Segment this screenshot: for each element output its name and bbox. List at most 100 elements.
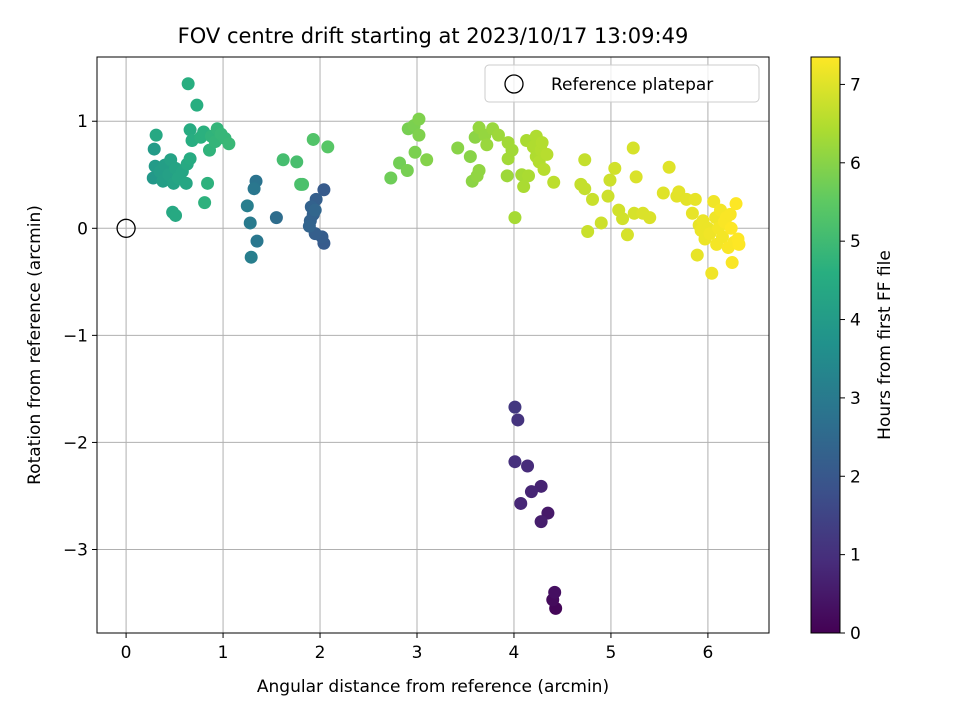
- data-point: [420, 153, 434, 167]
- data-point: [616, 212, 630, 226]
- x-tick-label: 1: [218, 643, 229, 663]
- data-point: [500, 169, 514, 183]
- data-point: [626, 141, 640, 155]
- data-point: [629, 170, 643, 184]
- data-point: [535, 136, 549, 150]
- y-tick-label: 1: [77, 112, 88, 132]
- data-point: [603, 173, 617, 187]
- chart-title: FOV centre drift starting at 2023/10/17 …: [178, 24, 689, 48]
- x-axis-label: Angular distance from reference (arcmin): [257, 677, 609, 697]
- data-point: [183, 152, 197, 166]
- colorbar-tick-label: 0: [850, 624, 861, 644]
- x-tick-label: 2: [315, 643, 326, 663]
- data-point: [412, 128, 426, 142]
- data-point: [179, 176, 193, 190]
- data-point: [508, 211, 522, 225]
- data-point: [384, 171, 398, 185]
- x-tick-label: 3: [412, 643, 423, 663]
- plot-frame: [96, 56, 770, 634]
- data-point: [321, 140, 335, 154]
- data-point: [537, 162, 551, 176]
- data-point: [247, 182, 261, 196]
- data-point: [463, 150, 477, 164]
- x-tick-label: 5: [606, 643, 617, 663]
- data-point: [149, 128, 163, 142]
- data-point: [491, 128, 505, 142]
- legend: Reference platepar: [484, 64, 760, 103]
- data-point: [548, 585, 562, 599]
- data-point: [408, 145, 422, 159]
- data-point: [201, 176, 215, 190]
- data-point: [578, 182, 592, 196]
- data-point: [147, 142, 161, 156]
- colorbar-tick-label: 5: [850, 232, 861, 252]
- data-point: [508, 455, 522, 469]
- data-point: [547, 175, 561, 189]
- data-point: [290, 155, 304, 169]
- data-point: [508, 400, 522, 414]
- data-point: [620, 228, 634, 242]
- y-tick-label: −1: [63, 326, 88, 346]
- data-point: [522, 169, 536, 183]
- data-point: [517, 180, 531, 194]
- data-point: [685, 206, 699, 220]
- data-point: [723, 207, 737, 221]
- y-axis-ticks: 1 0 −1 −2 −3: [63, 112, 97, 560]
- colorbar-tick-label: 2: [850, 467, 861, 487]
- data-point: [586, 192, 600, 206]
- y-tick-label: −3: [63, 540, 88, 560]
- y-axis-label: Rotation from reference (arcmin): [25, 205, 45, 485]
- data-point: [662, 160, 676, 174]
- data-point: [183, 123, 197, 137]
- data-point: [534, 515, 548, 529]
- data-point: [240, 199, 254, 213]
- data-point: [302, 219, 316, 233]
- data-points: [146, 77, 746, 615]
- data-point: [724, 221, 738, 235]
- legend-entry-reference: Reference platepar: [551, 75, 713, 95]
- data-point: [190, 98, 204, 112]
- data-point: [705, 266, 719, 280]
- data-point: [608, 161, 622, 175]
- data-point: [656, 186, 670, 200]
- data-point: [296, 177, 310, 191]
- data-point: [505, 143, 519, 157]
- data-point: [308, 203, 322, 217]
- colorbar-tick-label: 4: [850, 311, 861, 331]
- data-point: [306, 132, 320, 146]
- data-point: [269, 211, 283, 225]
- y-tick-label: 0: [77, 219, 88, 239]
- data-point: [276, 153, 290, 167]
- legend-box: [484, 64, 760, 103]
- data-point: [732, 237, 746, 251]
- reference-platepar-marker: [116, 218, 136, 238]
- data-point: [643, 211, 657, 225]
- grid-lines: [97, 57, 769, 633]
- data-point: [451, 141, 465, 155]
- legend-marker-icon: [504, 74, 524, 94]
- data-point: [594, 216, 608, 230]
- colorbar-tick-label: 7: [850, 75, 861, 95]
- data-point: [534, 479, 548, 493]
- x-tick-label: 6: [702, 643, 713, 663]
- data-point: [181, 77, 195, 91]
- colorbar-gradient: [810, 56, 841, 634]
- data-point: [317, 183, 331, 197]
- data-point: [524, 485, 538, 499]
- colorbar: 0 1 2 3 4 5 6 7 Hours from first FF file: [810, 56, 895, 644]
- data-point: [480, 138, 494, 152]
- data-point: [472, 163, 486, 177]
- data-point: [514, 496, 528, 510]
- data-point: [690, 248, 704, 262]
- data-point: [250, 234, 264, 248]
- data-point: [578, 153, 592, 167]
- data-point: [725, 256, 739, 270]
- data-point: [412, 112, 426, 126]
- data-point: [169, 208, 183, 222]
- data-point: [243, 216, 257, 230]
- x-tick-label: 4: [509, 643, 520, 663]
- colorbar-label: Hours from first FF file: [875, 250, 895, 440]
- data-point: [540, 147, 554, 161]
- colorbar-tick-label: 3: [850, 389, 861, 409]
